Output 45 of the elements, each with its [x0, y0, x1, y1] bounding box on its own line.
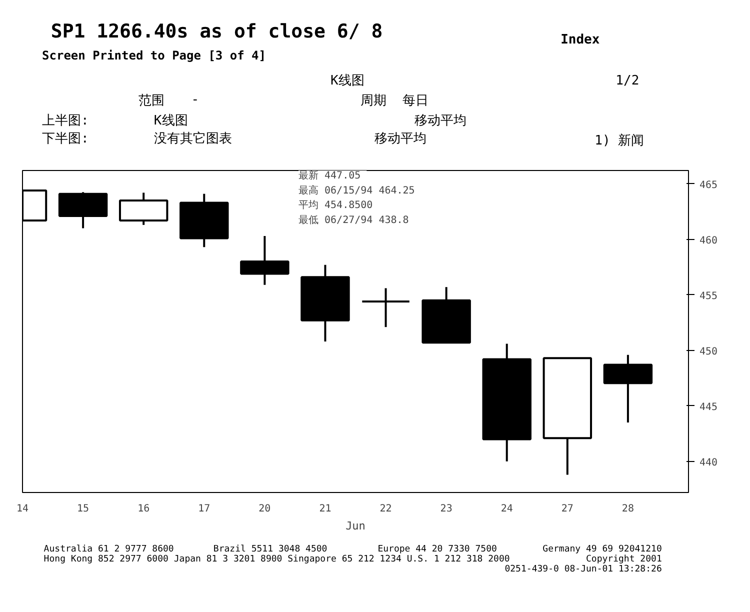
x-axis-title: Jun [346, 520, 366, 532]
text: 没有其它图表 [154, 130, 232, 146]
text: 下半图: [42, 132, 89, 146]
y-tick-label: 450 [700, 346, 718, 358]
annotation: 最高 06/15/94 464.25 [298, 184, 415, 196]
y-tick-label: 445 [700, 402, 718, 413]
text: Brazil 5511 3048 4500 [213, 544, 328, 554]
text: Index [560, 32, 600, 48]
text: Copyright 2001 [586, 554, 662, 564]
text: - [191, 92, 200, 108]
y-tick-label: 455 [700, 290, 718, 302]
chart-title: SP1 1266.40s as of close 6/ 8 [50, 20, 383, 42]
text: 移动平均 [414, 114, 466, 128]
x-tick-label: 28 [622, 504, 634, 514]
x-tick-label: 20 [258, 504, 271, 514]
x-tick-label: 17 [198, 504, 210, 514]
annotation: 平均 454.8500 [298, 199, 373, 212]
text: 1/2 [616, 74, 640, 88]
candlestick [361, 287, 410, 328]
x-tick-label: 14 [16, 504, 29, 514]
text: 范围 [138, 94, 165, 108]
x-tick-label: 21 [319, 504, 332, 514]
x-tick-label: 16 [138, 504, 150, 514]
text: Hong Kong 852 2977 6000 Japan 81 3 3201 8900 Singapore 65 212 1234 U.S. 1 212 318 2000 [44, 554, 510, 564]
text: Australia 61 2 9777 8600 [44, 544, 174, 554]
text: Germany 49 69 92041210 [542, 544, 662, 554]
annotation: 最低 06/27/94 438.8 [298, 214, 409, 226]
text: K线图 [330, 74, 364, 88]
x-tick-label: 23 [440, 504, 452, 514]
chart-subtitle: Screen Printed to Page [3 of 4] [42, 48, 266, 62]
text: 0251-439-0 08-Jun-01 13:28:26 [504, 564, 662, 574]
text: 每日 [402, 94, 429, 108]
text: Europe 44 20 7330 7500 [378, 544, 497, 554]
x-tick-label: 22 [380, 504, 392, 514]
x-tick-label: 24 [500, 504, 513, 514]
text: 周期 [360, 94, 387, 108]
text: K线图 [154, 114, 188, 128]
y-tick-label: 460 [700, 235, 718, 246]
text: 上半图: [42, 114, 89, 128]
text: 移动平均 [374, 132, 427, 146]
x-tick-label: 15 [77, 504, 90, 514]
text: 1) 新闻 [594, 134, 644, 148]
y-tick-label: 440 [700, 457, 718, 468]
x-tick-label: 27 [561, 504, 574, 514]
y-tick-label: 465 [700, 180, 718, 191]
